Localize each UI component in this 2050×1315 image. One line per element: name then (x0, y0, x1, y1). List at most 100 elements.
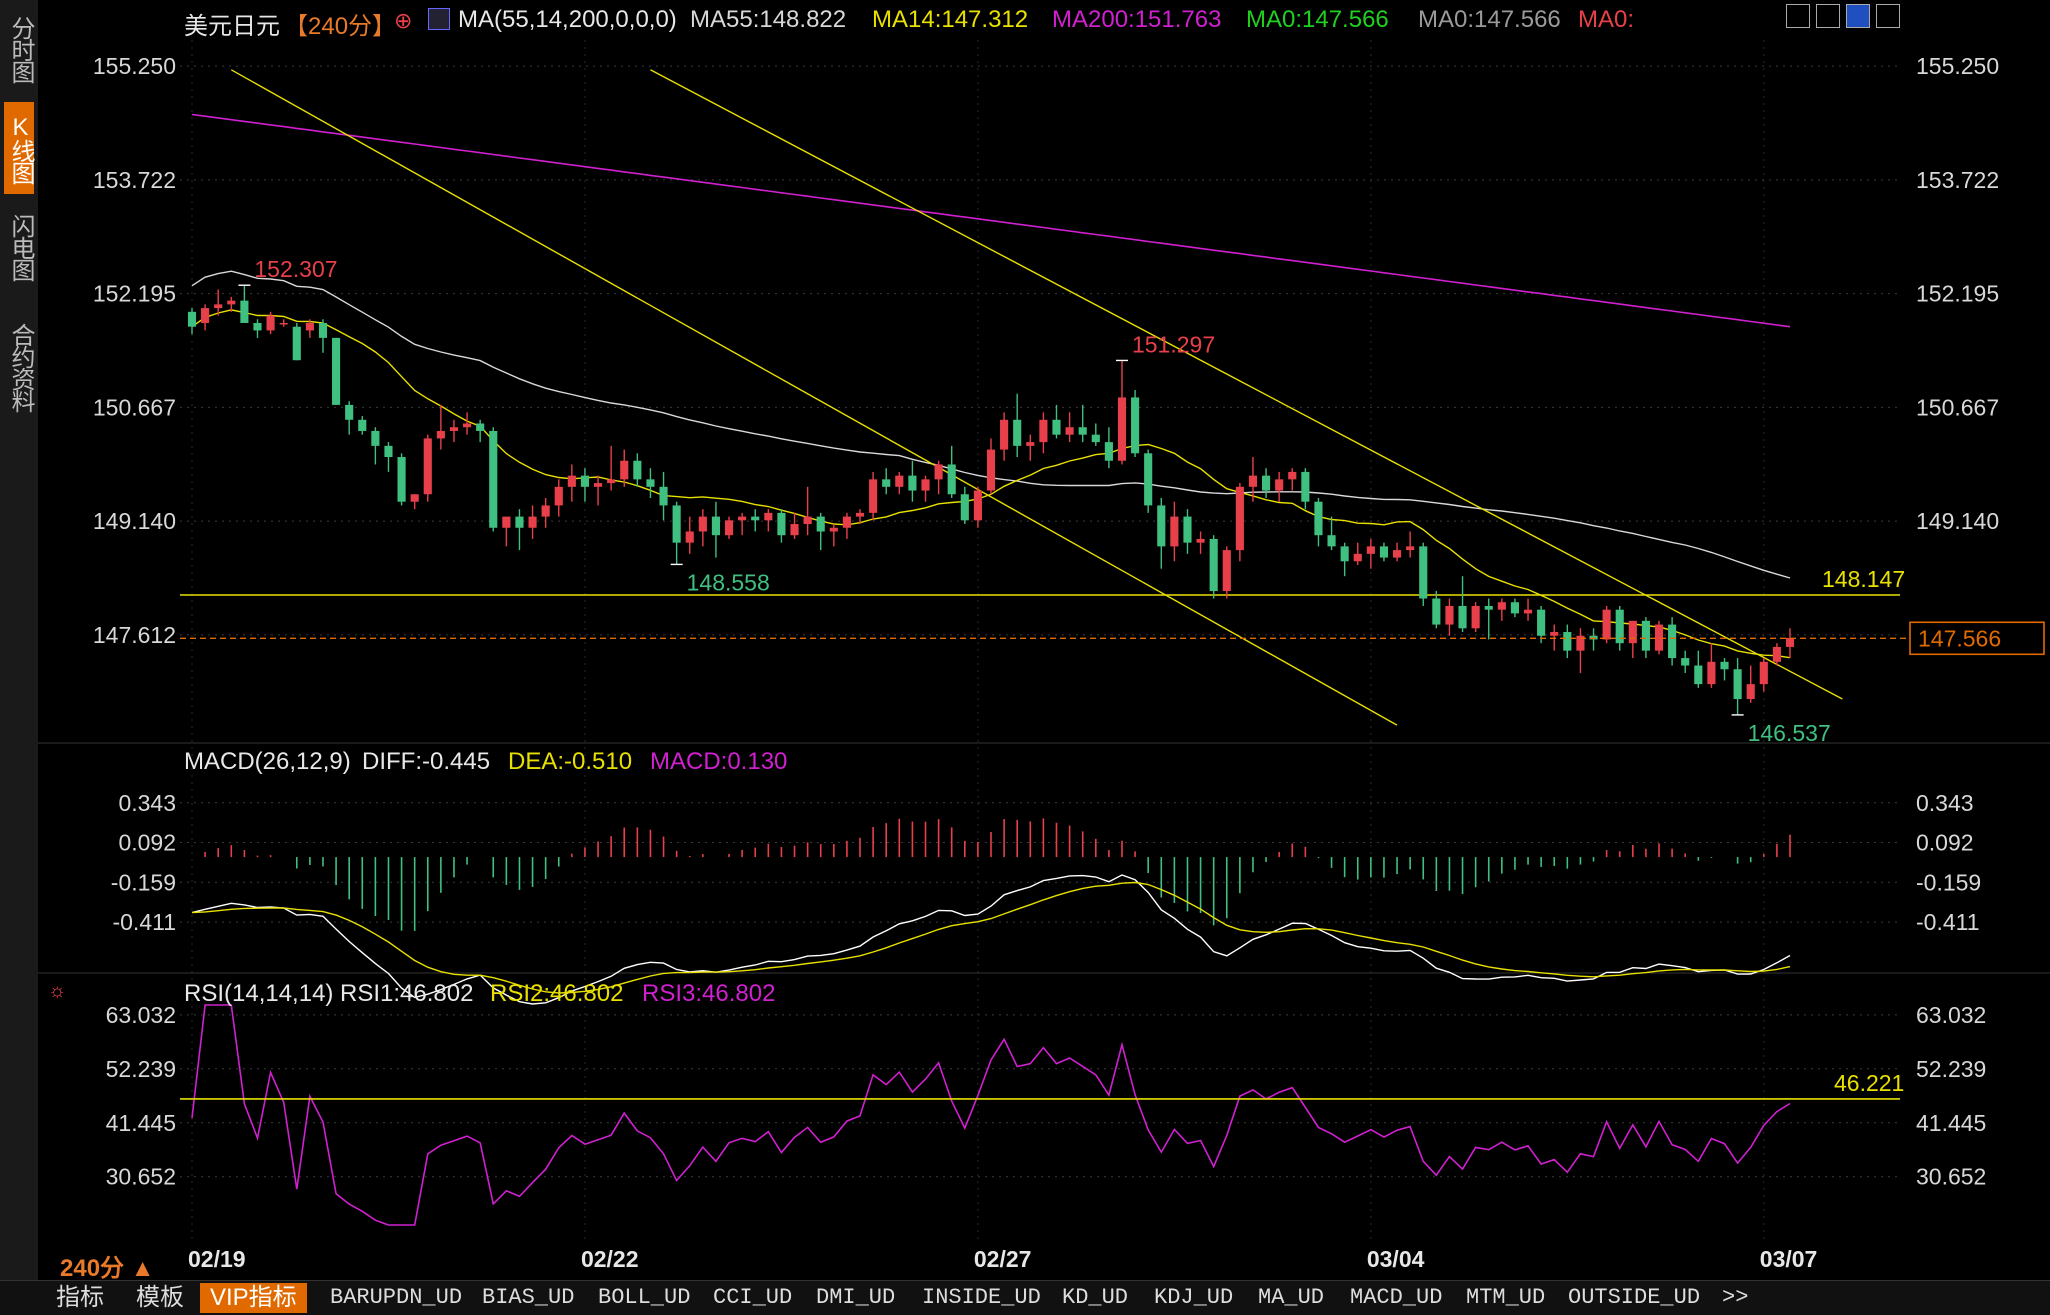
candle-body (1694, 665, 1703, 685)
tab-cci[interactable]: CCI_UD (713, 1285, 793, 1310)
candle-body (764, 512, 773, 521)
candle-body (423, 438, 432, 495)
tab-kdj[interactable]: KDJ_UD (1154, 1285, 1234, 1310)
candle-body (751, 516, 760, 521)
candle-body (711, 516, 720, 536)
settings-sun-icon[interactable]: ☼ (48, 980, 67, 1002)
tab-inside[interactable]: INSIDE_UD (922, 1285, 1041, 1310)
tab-kd[interactable]: KD_UD (1062, 1285, 1129, 1310)
candle-body (332, 337, 341, 405)
candle-body (1785, 637, 1795, 647)
candle-body (1550, 632, 1559, 636)
candle-body (1301, 471, 1310, 502)
candle-body (266, 315, 275, 331)
tab-templates[interactable]: 模板 (136, 1284, 184, 1311)
tab-dmi[interactable]: DMI_UD (816, 1285, 896, 1310)
rsi-tick-label-left: 30.652 (106, 1164, 176, 1190)
candle-body (345, 404, 354, 420)
ma200-line (191, 113, 1791, 328)
support-label: 148.147 (1822, 566, 1905, 592)
tab-macd[interactable]: MACD_UD (1350, 1285, 1443, 1310)
candle-body (1353, 553, 1362, 562)
chart-mode-icon[interactable] (1846, 4, 1870, 28)
add-indicator-icon[interactable]: ⊕ (394, 8, 413, 33)
candle-body (947, 464, 956, 495)
candle-body (567, 475, 576, 487)
candle-body (1366, 546, 1375, 554)
macd-tick-label-left: 0.092 (118, 830, 176, 856)
tab-outside[interactable]: OUTSIDE_UD (1568, 1285, 1701, 1310)
tab-contract-info[interactable]: 合约资料 (7, 323, 34, 411)
candle-body (1576, 635, 1585, 651)
candle-body (240, 300, 249, 323)
candle-body (1091, 434, 1100, 443)
tab-kline[interactable]: K线图 (4, 102, 34, 194)
candle-body (973, 490, 982, 521)
candle-body (842, 516, 851, 528)
candle-body (214, 304, 223, 309)
trend-line-upper (650, 69, 1843, 700)
y-tick-label-right: 150.667 (1916, 394, 1999, 420)
candle-body (777, 512, 786, 536)
candle-body (1484, 605, 1493, 610)
candle-body (607, 479, 616, 484)
rsi1-value: RSI1:46.802 (340, 980, 474, 1007)
candle-body (292, 326, 301, 361)
fullscreen-icon[interactable] (1876, 4, 1900, 28)
tab-lightning-chart[interactable]: 闪电图 (7, 214, 34, 280)
candle-body (1327, 535, 1336, 547)
ma55-line (191, 270, 1791, 579)
split-view-icon[interactable] (1816, 4, 1840, 28)
candle-body (463, 423, 472, 428)
candle-body (410, 494, 419, 502)
candle-body (227, 300, 236, 305)
rsi-tick-label-right: 41.445 (1916, 1110, 1986, 1136)
candle-body (1196, 538, 1205, 543)
tab-indicators[interactable]: 指标 (56, 1284, 104, 1311)
x-tick-label: 02/27 (974, 1246, 1032, 1272)
tab-time-share[interactable]: 分时图 (7, 16, 34, 82)
symbol-title: 美元日元 (184, 13, 280, 40)
macd-tick-label-left: 0.343 (118, 790, 176, 816)
candle-body (1497, 602, 1506, 610)
x-tick-label: 03/07 (1760, 1246, 1818, 1272)
candle-body (829, 527, 838, 532)
candle-body (724, 520, 734, 536)
tab-ma[interactable]: MA_UD (1258, 1285, 1325, 1310)
trend-line-lower (230, 69, 1398, 726)
tab-mtm[interactable]: MTM_UD (1466, 1285, 1546, 1310)
tab-barupdn[interactable]: BARUPDN_UD (330, 1285, 463, 1310)
candle-body (1235, 486, 1244, 551)
indicator-tab-bar (0, 1280, 2050, 1315)
candle-body (960, 494, 969, 521)
tab-more[interactable]: >> (1722, 1285, 1749, 1310)
ma-spec-label: MA(55,14,200,0,0,0) (458, 6, 677, 33)
ma14-line (191, 309, 1791, 659)
macd-tick-label-left: -0.411 (112, 909, 176, 935)
rsi-tick-label-right: 52.239 (1916, 1056, 1986, 1082)
candle-body (1746, 684, 1755, 700)
candle-body (1406, 546, 1415, 551)
candle-body (698, 516, 707, 532)
rsi-tick-label-right: 63.032 (1916, 1002, 1986, 1028)
macd-dea-line (191, 881, 1791, 994)
candle-body (201, 308, 210, 323)
tab-vip-indicators[interactable]: VIP指标 (200, 1283, 307, 1313)
candle-body (1654, 624, 1664, 651)
indicator-chart-icon[interactable] (428, 8, 450, 30)
candle-body (986, 449, 996, 491)
period-selector[interactable]: 240分 ▲ (60, 1255, 155, 1282)
ma55-value: MA55:148.822 (690, 6, 847, 33)
y-tick-label-right: 153.722 (1916, 167, 1999, 193)
candle-body (672, 505, 681, 543)
candle-body (882, 479, 891, 487)
rsi-tick-label-left: 41.445 (106, 1110, 176, 1136)
tab-boll[interactable]: BOLL_UD (598, 1285, 691, 1310)
candle-body (358, 419, 367, 431)
candle-body (1707, 661, 1716, 685)
crosshair-tool-icon[interactable] (1786, 4, 1810, 28)
y-tick-label-left: 147.612 (93, 622, 176, 648)
tab-bias[interactable]: BIAS_UD (482, 1285, 575, 1310)
candle-body (1157, 505, 1166, 547)
